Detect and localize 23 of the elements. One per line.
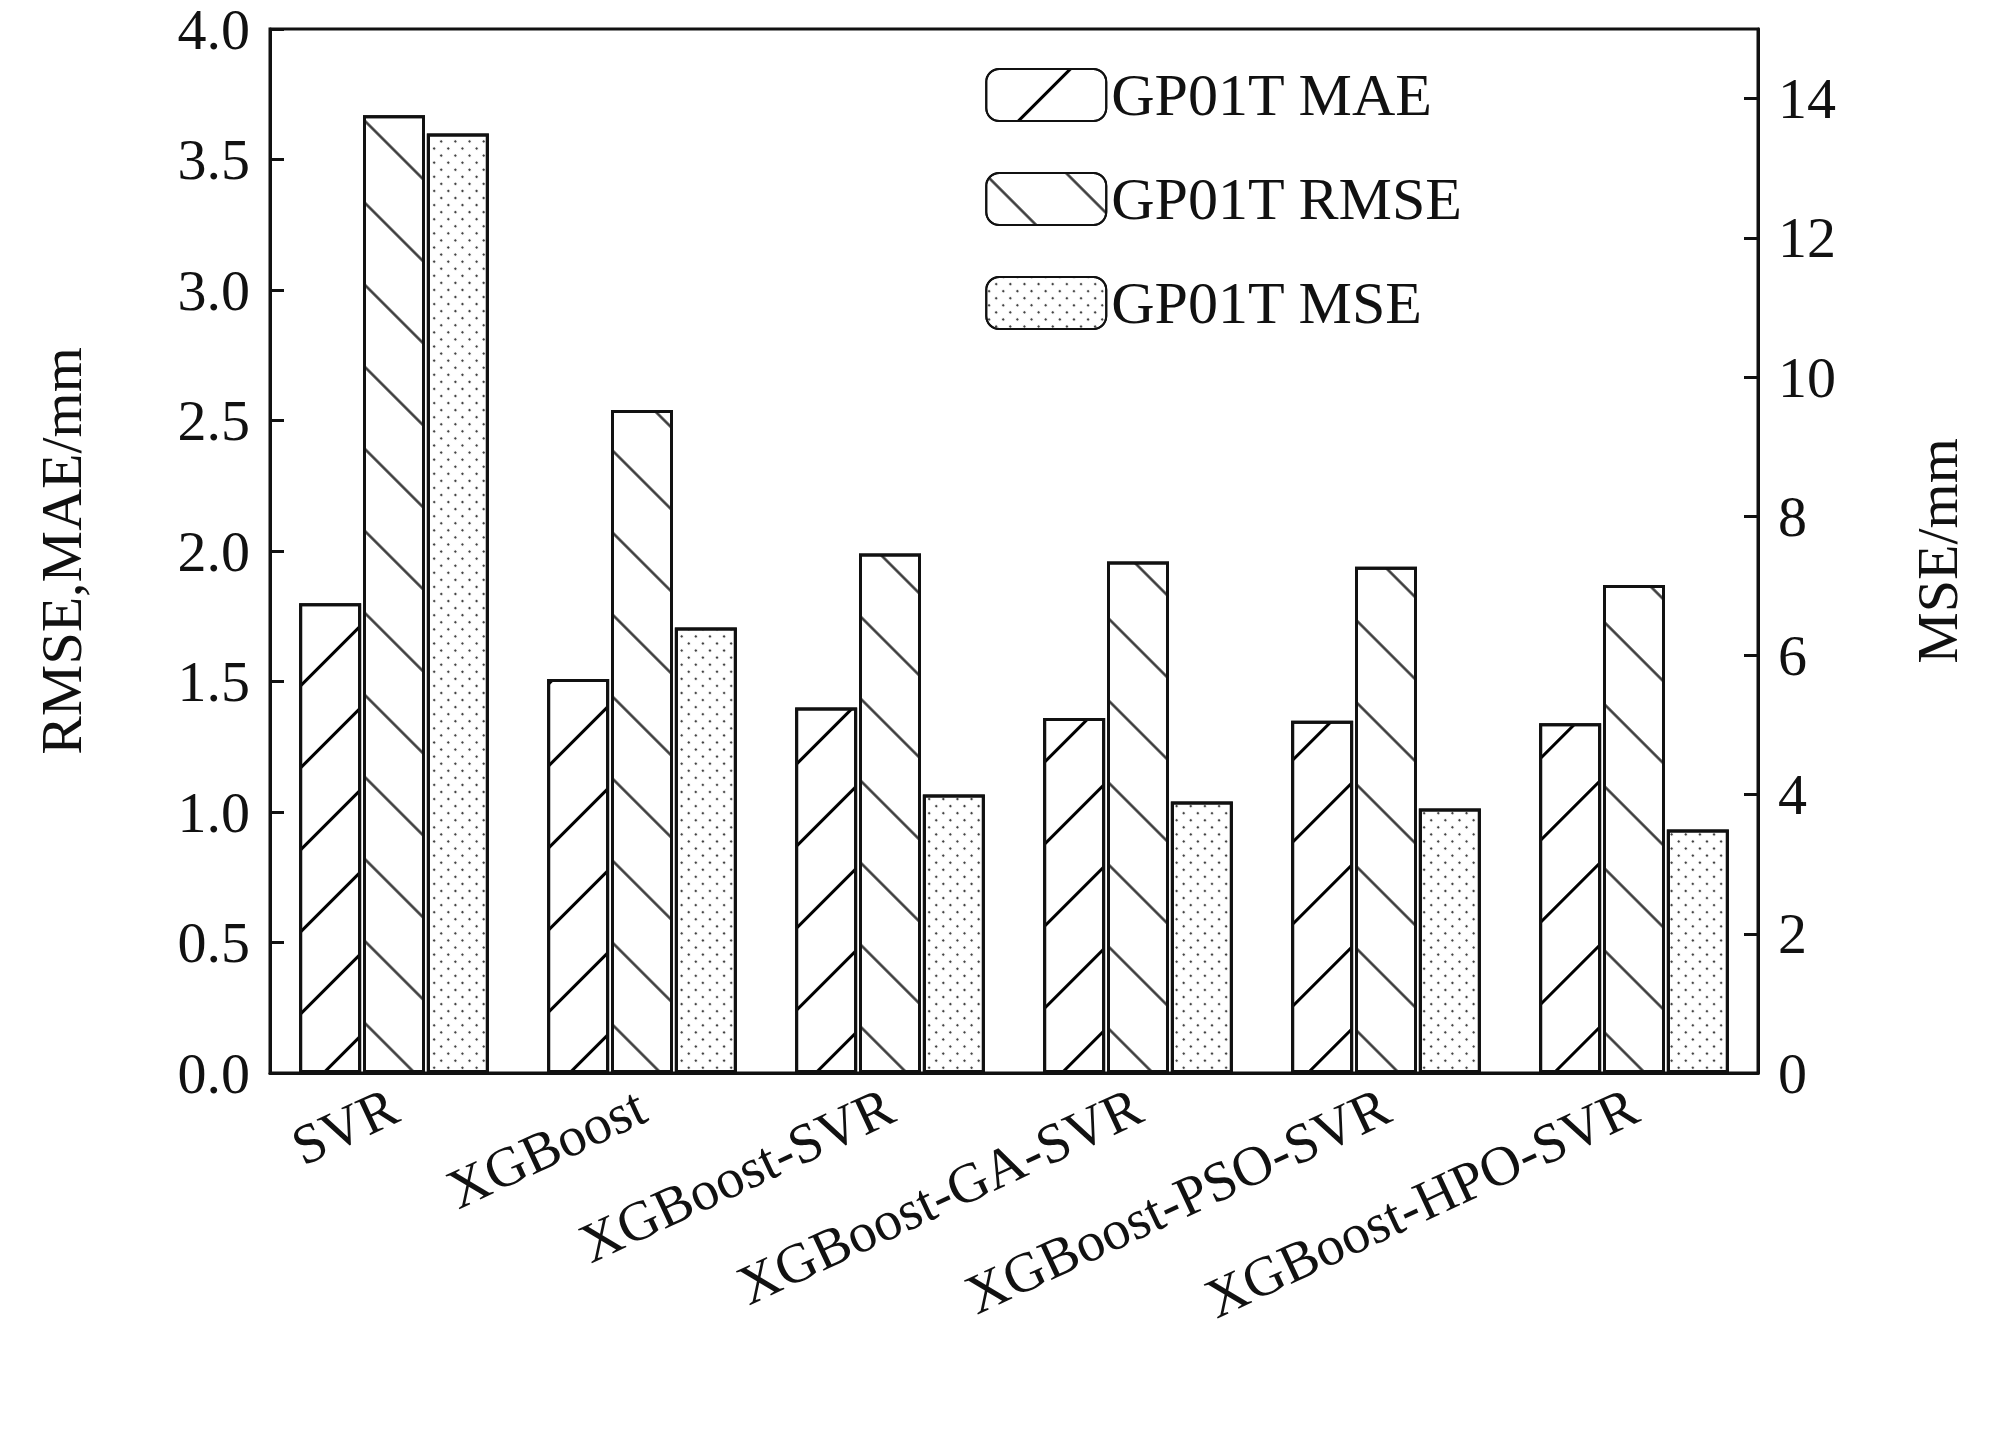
legend-label: GP01T RMSE xyxy=(1111,166,1462,232)
legend-label: GP01T MSE xyxy=(1111,270,1422,336)
legend-label: GP01T MAE xyxy=(1111,62,1432,128)
y2-tick-label: 8 xyxy=(1778,483,1807,549)
y2-tick-label: 10 xyxy=(1778,344,1836,410)
y-tick-label: 0.0 xyxy=(177,1040,250,1106)
y2-tick-label: 6 xyxy=(1778,622,1807,688)
y2-tick-label: 2 xyxy=(1778,901,1807,967)
y-tick-label: 0.5 xyxy=(177,910,250,975)
y-tick-label: 3.0 xyxy=(177,257,250,323)
y2-axis-title: MSE/mm xyxy=(1904,438,1970,664)
x-tick-label: SVR xyxy=(282,1074,408,1178)
y-tick-label: 2.0 xyxy=(177,518,250,584)
y2-tick-label: 12 xyxy=(1778,205,1836,271)
y-tick-label: 2.5 xyxy=(177,388,250,453)
y2-tick-label: 0 xyxy=(1778,1040,1807,1106)
y-tick-label: 3.5 xyxy=(177,127,250,192)
y2-tick-label: 14 xyxy=(1778,66,1836,132)
y-tick-label: 4.0 xyxy=(177,0,250,62)
y2-tick-label: 4 xyxy=(1778,762,1807,828)
y-tick-label: 1.0 xyxy=(177,779,250,845)
y-tick-label: 1.5 xyxy=(177,649,250,714)
y-axis-title: RMSE,MAE/mm xyxy=(28,347,94,755)
